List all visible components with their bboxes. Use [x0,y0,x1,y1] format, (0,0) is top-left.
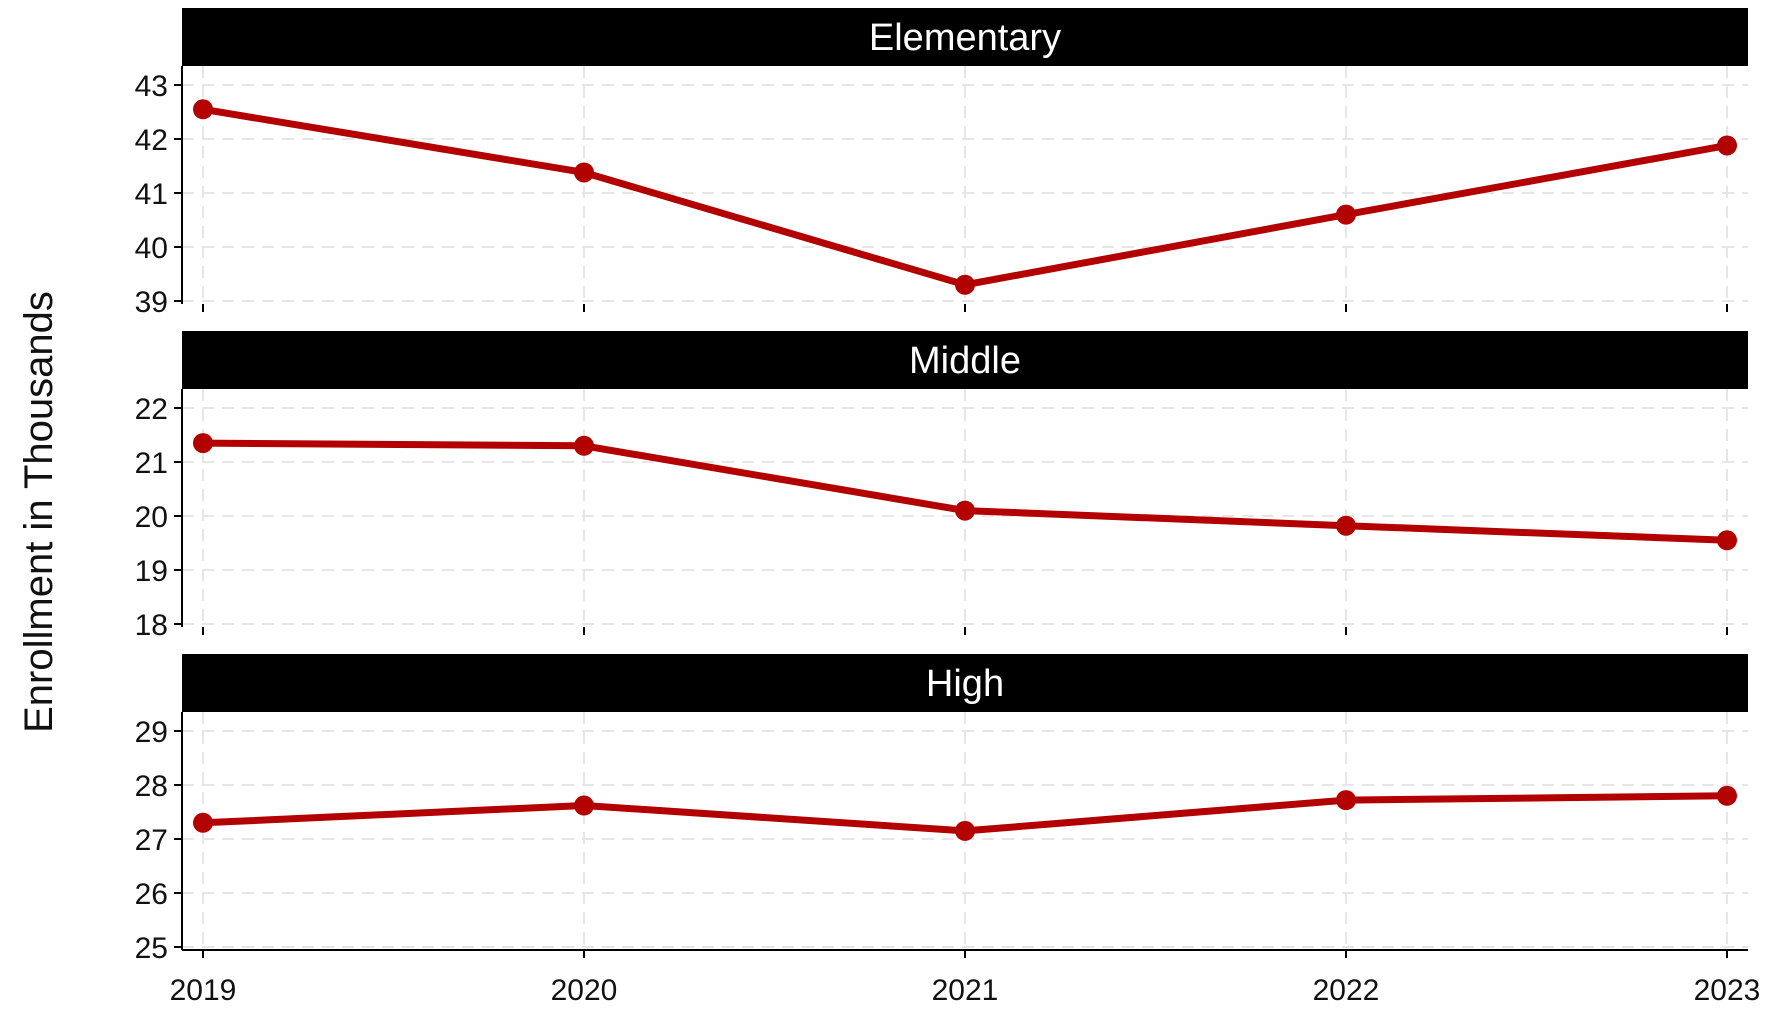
data-point [193,99,213,120]
data-point [1336,515,1356,536]
data-point [955,500,975,521]
panel-strip [182,331,1748,389]
data-point [1336,790,1356,811]
y-tick-label: 18 [135,609,168,642]
y-tick-label: 43 [135,70,168,103]
y-axis-title: Enrollment in Thousands [17,291,61,733]
y-tick-label: 20 [135,501,168,534]
data-point [193,433,213,454]
panel-high: High 25 26 27 28 29 [135,654,1748,965]
data-point [574,795,594,816]
x-tick-label: 2021 [932,974,999,1007]
y-tick-label: 22 [135,393,168,426]
x-tick-label: 2019 [170,974,237,1007]
panel-title: Elementary [869,17,1061,59]
x-tick-label: 2023 [1694,974,1761,1007]
y-tick-label: 19 [135,555,168,588]
y-tick-label: 21 [135,447,168,480]
y-tick-label: 40 [135,232,168,265]
panel-strip [182,654,1748,712]
y-tick-label: 28 [135,770,168,803]
data-point [1717,785,1737,806]
data-point [1336,204,1356,225]
x-tick-label: 2022 [1313,974,1380,1007]
y-tick-label: 42 [135,124,168,157]
panel-strip [182,8,1748,66]
x-tick-label: 2020 [551,974,618,1007]
y-tick-label: 29 [135,716,168,749]
y-tick-label: 27 [135,824,168,857]
data-point [955,820,975,841]
data-point [574,435,594,456]
panel-title: High [926,663,1004,705]
y-tick-label: 41 [135,178,168,211]
panel-title: Middle [909,340,1021,382]
data-point [1717,135,1737,156]
data-point [193,812,213,833]
y-tick-label: 25 [135,932,168,965]
data-point [955,274,975,295]
panels: Elementary3940414243Middle1819202122High… [135,8,1761,1007]
data-point [1717,530,1737,551]
y-tick-label: 39 [135,286,168,319]
panel-elementary: Elementary 39 40 41 42 43 [135,8,1748,319]
data-point [574,162,594,183]
panel-middle: Middle 18 19 20 21 22 [135,331,1748,642]
y-tick-label: 26 [135,878,168,911]
